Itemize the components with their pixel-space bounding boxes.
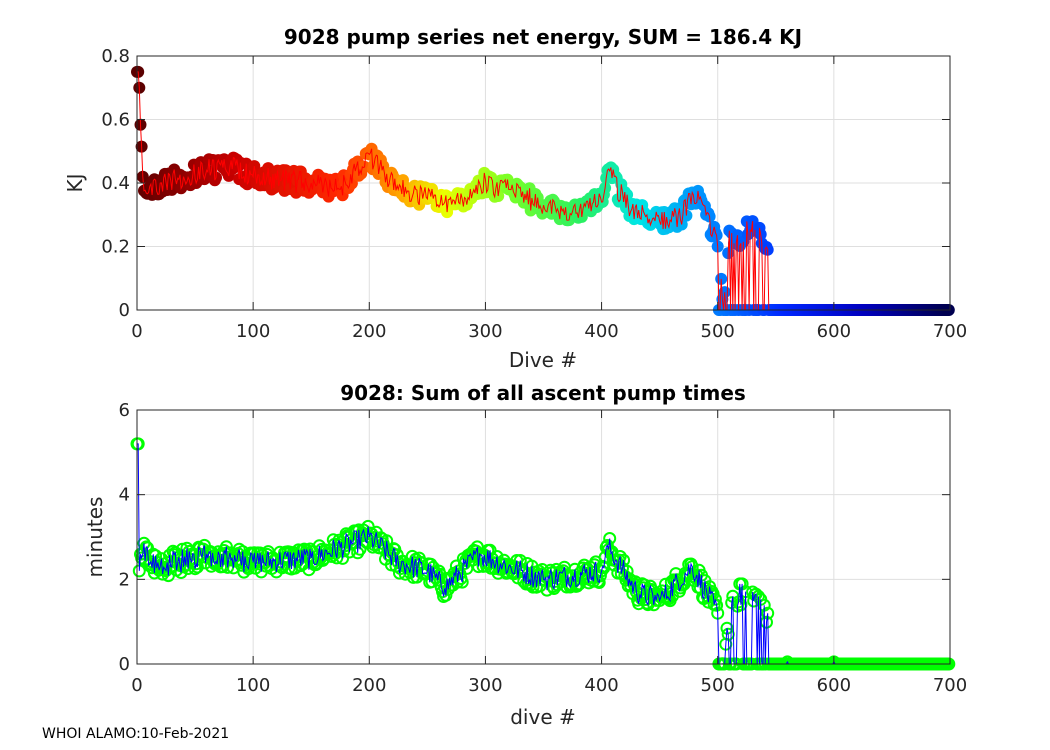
- y-tick-label: 0.6: [101, 110, 130, 131]
- pump-time-x-axis-label: dive #: [510, 705, 576, 729]
- pump-time-y-axis-label: minutes: [83, 497, 107, 578]
- pump-time-chart-title: 9028: Sum of all ascent pump times: [340, 381, 746, 405]
- x-tick-label: 600: [817, 321, 851, 342]
- x-tick-label: 400: [584, 321, 618, 342]
- x-tick-label: 500: [701, 321, 735, 342]
- energy-chart-title: 9028 pump series net energy, SUM = 186.4…: [284, 25, 802, 49]
- pump-time-point: [547, 582, 561, 595]
- x-tick-label: 100: [236, 675, 270, 696]
- footer-credit: WHOI ALAMO:10-Feb-2021: [42, 726, 230, 742]
- y-tick-label: 0.2: [101, 237, 130, 258]
- x-tick-label: 200: [352, 675, 386, 696]
- y-tick-label: 0.4: [101, 173, 130, 194]
- pump-time-point: [708, 592, 722, 606]
- pump-time-point: [226, 561, 240, 575]
- y-tick-label: 0: [119, 654, 130, 675]
- energy-marker-layer: [131, 65, 955, 316]
- pump-time-ticks: 0 100 200 300 400 500 600 700 0 2 4 6: [119, 400, 968, 696]
- x-tick-label: 100: [236, 321, 270, 342]
- x-tick-label: 200: [352, 321, 386, 342]
- pump-time-point: [592, 576, 606, 589]
- x-tick-label: 0: [131, 675, 142, 696]
- x-tick-label: 700: [933, 321, 967, 342]
- x-tick-label: 0: [131, 321, 142, 342]
- y-tick-label: 2: [119, 569, 130, 590]
- pump-time-chart: 0 100 200 300 400 500 600 700 0 2 4 6 9028: Sum of …: [83, 381, 967, 729]
- y-tick-label: 0: [119, 300, 130, 321]
- energy-y-axis-label: KJ: [63, 173, 87, 192]
- x-tick-label: 400: [584, 675, 618, 696]
- y-tick-label: 4: [119, 485, 130, 506]
- pump-time-point: [710, 598, 724, 612]
- x-tick-label: 600: [817, 675, 851, 696]
- energy-chart: 0 100 200 300 400 500 600 700 0 0.2 0.4 0.6 0.8 9028…: [63, 25, 967, 372]
- y-tick-label: 0.8: [101, 46, 130, 67]
- y-tick-label: 6: [119, 400, 130, 421]
- x-tick-label: 500: [701, 675, 735, 696]
- energy-ticks: 0 100 200 300 400 500 600 700 0 0.2 0.4 0.6 0.8: [101, 46, 967, 342]
- x-tick-label: 300: [468, 675, 502, 696]
- energy-x-axis-label: Dive #: [509, 348, 577, 372]
- x-tick-label: 300: [468, 321, 502, 342]
- x-tick-label: 700: [933, 675, 967, 696]
